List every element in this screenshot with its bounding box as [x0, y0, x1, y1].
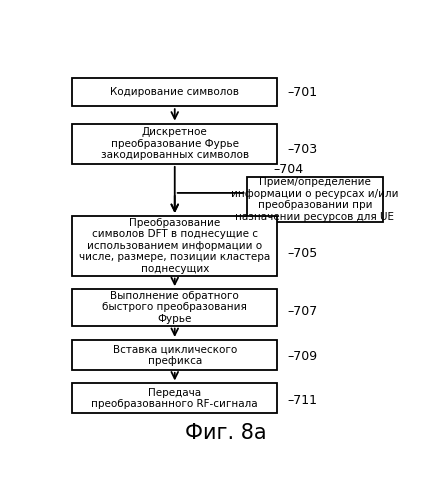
FancyBboxPatch shape [247, 178, 383, 222]
Text: Кодирование символов: Кодирование символов [110, 88, 239, 98]
Text: Фиг. 8а: Фиг. 8а [185, 424, 267, 444]
Text: –705: –705 [288, 247, 318, 260]
Text: –709: –709 [288, 350, 318, 364]
Text: –711: –711 [288, 394, 318, 407]
Text: –701: –701 [288, 86, 318, 99]
Text: Вставка циклического
префикса: Вставка циклического префикса [112, 344, 237, 366]
Text: Дискретное
преобразование Фурье
закодированных символов: Дискретное преобразование Фурье закодиро… [101, 127, 249, 160]
Text: Передача
преобразованного RF-сигнала: Передача преобразованного RF-сигнала [91, 388, 258, 409]
Text: –704: –704 [274, 163, 304, 176]
Text: Выполнение обратного
быстрого преобразования
Фурье: Выполнение обратного быстрого преобразов… [102, 291, 247, 324]
FancyBboxPatch shape [72, 124, 277, 164]
FancyBboxPatch shape [72, 216, 277, 276]
Text: –707: –707 [288, 305, 318, 318]
FancyBboxPatch shape [72, 78, 277, 106]
Text: –703: –703 [288, 143, 318, 156]
Text: Прием/определение
информации о ресурсах и/или
преобразовании при
назначении ресу: Прием/определение информации о ресурсах … [231, 177, 399, 222]
FancyBboxPatch shape [72, 340, 277, 370]
FancyBboxPatch shape [72, 289, 277, 326]
Text: Преобразование
символов DFT в поднесущие с
использованием информации о
числе, ра: Преобразование символов DFT в поднесущие… [79, 218, 270, 274]
FancyBboxPatch shape [72, 384, 277, 414]
